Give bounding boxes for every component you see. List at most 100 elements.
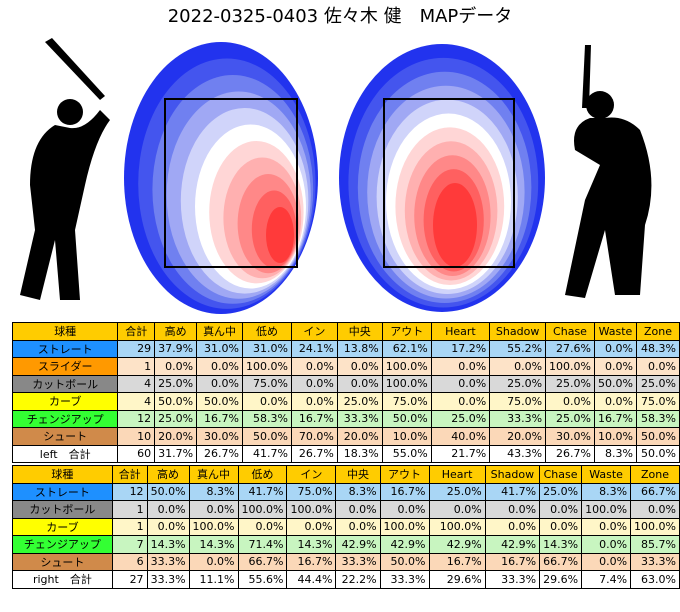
header-cell: 球種: [12, 465, 113, 484]
stat-cell: 100.0%: [581, 500, 632, 519]
stat-cell: 75.0%: [381, 392, 432, 411]
strike-zone: [383, 98, 515, 268]
stat-cell: 48.3%: [635, 339, 680, 358]
stat-cell: 16.7%: [379, 482, 430, 501]
stat-cell: 6: [111, 552, 148, 571]
header-cell: Waste: [581, 465, 632, 484]
stat-cell: 7.4%: [581, 570, 632, 589]
stat-cell: 60: [117, 444, 156, 463]
stat-cell: 22.2%: [335, 570, 381, 589]
data-row: スライダー 1 0.0% 0.0% 100.0% 0.0% 0.0% 100.0% 0.0% 0.…: [11, 357, 680, 376]
stat-cell: 25.0%: [635, 374, 680, 393]
stat-cell: 33.3%: [336, 409, 383, 428]
stat-cell: 63.0%: [630, 570, 680, 589]
density-layer: [433, 183, 477, 267]
header-cell: 合計: [111, 465, 148, 484]
stat-cell: 33.3%: [379, 570, 430, 589]
stat-cell: 0.0%: [290, 392, 338, 411]
stat-cell: 0.0%: [428, 500, 486, 519]
header-cell: イン: [290, 322, 338, 341]
stat-cell: 10.0%: [593, 427, 637, 446]
data-row: カーブ 1 0.0% 100.0% 0.0% 0.0% 0.0% 100.0% 100.0% 0.…: [12, 517, 680, 536]
stat-cell: 14.3%: [146, 535, 190, 554]
pitch-name: right 合計: [12, 570, 113, 589]
stat-cell: 0.0%: [630, 500, 680, 519]
stat-cell: 41.7%: [242, 444, 292, 463]
stat-cell: 17.2%: [430, 339, 491, 358]
header-cell: アウト: [379, 465, 430, 484]
header-cell: イン: [286, 465, 337, 484]
stat-cell: 40.0%: [430, 427, 491, 446]
stat-cell: 70.0%: [290, 427, 338, 446]
stat-cell: 0.0%: [545, 392, 595, 411]
stats-table: 球種 合計 高め 真ん中 低め イン 中央 アウト Heart Shadow Chase Waste Z…: [12, 465, 680, 589]
stat-cell: 0.0%: [336, 374, 383, 393]
stat-cell: 0.0%: [593, 392, 637, 411]
header-cell: Heart: [428, 465, 486, 484]
heatmaps: [124, 42, 545, 314]
stat-cell: 16.7%: [593, 409, 637, 428]
left-batter: [20, 38, 110, 300]
pitch-name: ストレート: [12, 482, 113, 501]
stat-cell: 0.0%: [154, 357, 198, 376]
stat-cell: 0.0%: [484, 517, 541, 536]
pitch-name: カットボール: [11, 374, 119, 393]
stat-cell: 33.3%: [630, 552, 680, 571]
title: 2022-0325-0403 佐々木 健 MAPデータ: [168, 6, 513, 27]
data-row: カットボール 4 25.0% 0.0% 75.0% 0.0% 0.0% 100.0% 0.0% 2…: [11, 374, 680, 393]
stat-cell: 0.0%: [430, 374, 491, 393]
stat-cell: 0.0%: [290, 357, 338, 376]
stat-cell: 0.0%: [146, 500, 190, 519]
stat-cell: 20.0%: [489, 427, 547, 446]
stat-cell: 29.6%: [539, 570, 583, 589]
data-row: チェンジアップ 12 25.0% 16.7% 58.3% 16.7% 33.3% 50.0% 2…: [11, 409, 680, 428]
stat-cell: 16.7%: [290, 409, 338, 428]
stat-cell: 0.0%: [430, 392, 491, 411]
stat-cell: 85.7%: [630, 535, 680, 554]
stat-cell: 0.0%: [335, 500, 381, 519]
stat-cell: 0.0%: [196, 357, 243, 376]
stat-cell: 66.7%: [237, 552, 288, 571]
header-cell: Chase: [545, 322, 595, 341]
stat-cell: 50.0%: [154, 392, 198, 411]
stat-cell: 0.0%: [335, 517, 381, 536]
stat-cell: 33.3%: [146, 570, 190, 589]
stat-cell: 11.1%: [188, 570, 239, 589]
data-row: チェンジアップ 7 14.3% 14.3% 71.4% 14.3% 42.9% 42.9% 42…: [12, 535, 680, 554]
stat-cell: 0.0%: [336, 357, 383, 376]
stat-cell: 8.3%: [188, 482, 239, 501]
pitch-name: シュート: [11, 427, 119, 446]
stat-cell: 41.7%: [484, 482, 541, 501]
stat-cell: 26.7%: [196, 444, 243, 463]
stat-cell: 0.0%: [196, 374, 243, 393]
stat-cell: 1: [111, 517, 148, 536]
stat-cell: 16.7%: [286, 552, 337, 571]
stat-cell: 29.6%: [428, 570, 486, 589]
stat-cell: 0.0%: [286, 517, 337, 536]
stat-cell: 8.3%: [593, 444, 637, 463]
stat-cell: 0.0%: [539, 500, 583, 519]
stat-cell: 26.7%: [290, 444, 338, 463]
header-cell: Zone: [635, 322, 680, 341]
stat-cell: 62.1%: [381, 339, 432, 358]
stat-cell: 31.7%: [154, 444, 198, 463]
stat-cell: 16.7%: [196, 409, 243, 428]
pitch-name: シュート: [12, 552, 113, 571]
stat-cell: 1: [117, 357, 156, 376]
stat-cell: 71.4%: [237, 535, 288, 554]
stat-cell: 75.0%: [489, 392, 547, 411]
stat-cell: 50.0%: [146, 482, 190, 501]
stat-cell: 30.0%: [196, 427, 243, 446]
pitch-name: カーブ: [12, 517, 113, 536]
header-row: 球種 合計 高め 真ん中 低め イン 中央 アウト Heart Shadow Chase Waste Z…: [11, 322, 680, 341]
header-cell: 低め: [242, 322, 292, 341]
stat-cell: 12: [111, 482, 148, 501]
header-cell: Zone: [630, 465, 680, 484]
stat-cell: 58.3%: [635, 409, 680, 428]
header-cell: Shadow: [484, 465, 541, 484]
stat-cell: 0.0%: [581, 517, 632, 536]
stat-cell: 0.0%: [188, 552, 239, 571]
stat-cell: 14.3%: [539, 535, 583, 554]
stat-cell: 0.0%: [635, 357, 680, 376]
stat-cell: 25.0%: [428, 482, 486, 501]
